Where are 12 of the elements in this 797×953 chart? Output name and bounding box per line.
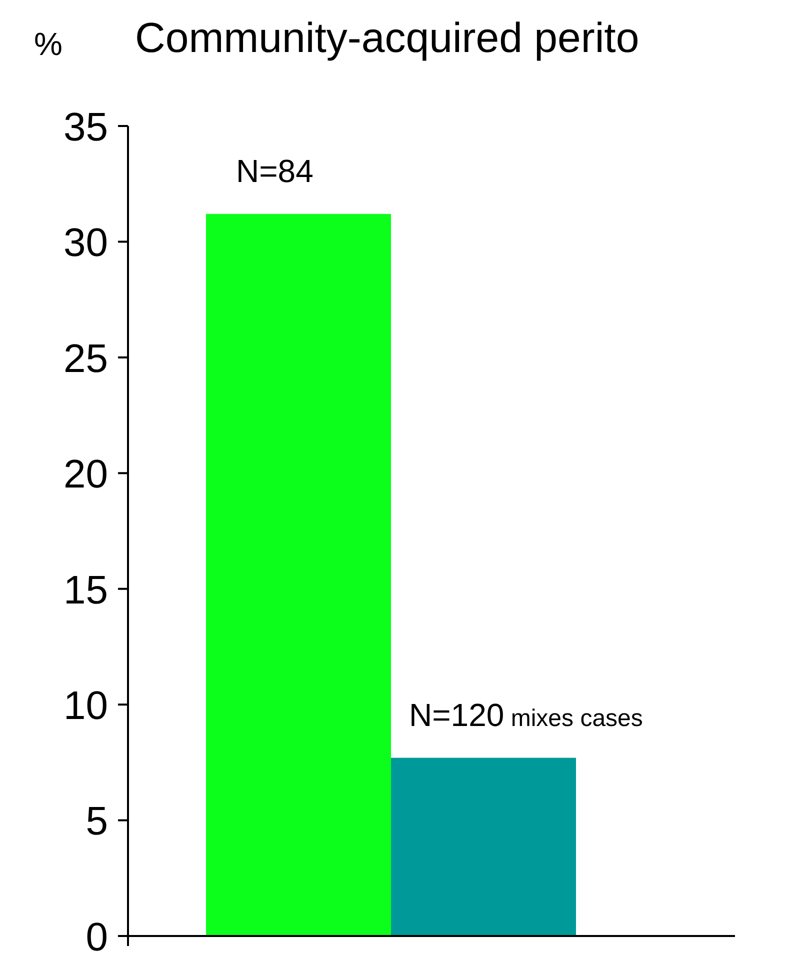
annotation: N=84 [236, 152, 314, 189]
y-tick-label: 35 [64, 105, 108, 150]
y-tick-label: 5 [86, 800, 108, 844]
y-tick-label: 25 [64, 336, 108, 381]
y-tick-label: 15 [64, 568, 108, 612]
y-tick-label: 0 [86, 915, 108, 953]
y-tick-label: 20 [64, 452, 108, 497]
chart-title: Community-acquired perito [135, 14, 640, 61]
y-axis-title: % [34, 26, 62, 62]
annotation: N=120 mixes cases [409, 696, 643, 733]
y-tick-label: 30 [64, 221, 108, 266]
y-tick-label: 10 [64, 684, 108, 728]
